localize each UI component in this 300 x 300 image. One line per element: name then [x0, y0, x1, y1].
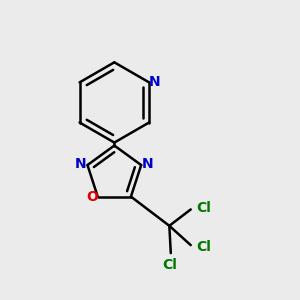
Text: N: N — [75, 158, 87, 172]
Text: N: N — [142, 158, 154, 172]
Text: Cl: Cl — [196, 240, 211, 254]
Text: Cl: Cl — [196, 201, 211, 215]
Text: N: N — [148, 75, 160, 89]
Text: Cl: Cl — [162, 259, 177, 272]
Text: O: O — [86, 190, 98, 204]
